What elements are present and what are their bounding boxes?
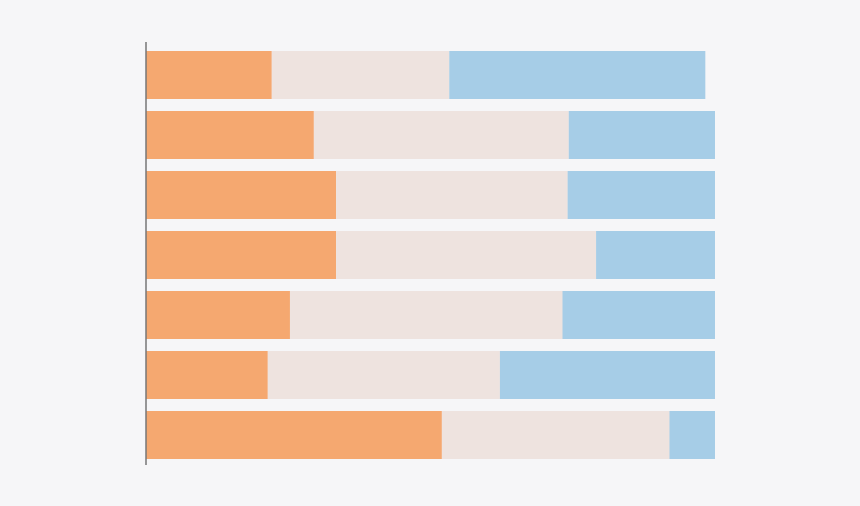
bar-row-3-segment-2 <box>336 171 568 219</box>
bar-row-5-segment-2 <box>289 291 563 339</box>
bar-row-7-segment-1 <box>146 411 442 459</box>
bar-row-6-segment-3 <box>499 351 715 399</box>
bar-row-4-segment-2 <box>336 231 597 279</box>
bar-row-6-segment-2 <box>267 351 500 399</box>
bar-row-5-segment-1 <box>146 291 290 339</box>
bar-row-2-segment-3 <box>568 111 715 159</box>
bar-row-4-segment-3 <box>596 231 715 279</box>
bar-row-2-segment-2 <box>313 111 569 159</box>
bar-row-3-segment-3 <box>567 171 715 219</box>
bar-row-1-segment-3 <box>449 51 706 99</box>
bar-row-2-segment-1 <box>146 111 314 159</box>
bar-row-4-segment-1 <box>146 231 337 279</box>
bar-row-3-segment-1 <box>146 171 337 219</box>
bar-row-1-segment-2 <box>271 51 450 99</box>
bar-row-6-segment-1 <box>146 351 268 399</box>
bars-group <box>146 51 715 459</box>
bar-row-7-segment-2 <box>441 411 670 459</box>
bar-row-5-segment-3 <box>562 291 715 339</box>
bar-row-1-segment-1 <box>146 51 272 99</box>
bar-row-7-segment-3 <box>669 411 715 459</box>
